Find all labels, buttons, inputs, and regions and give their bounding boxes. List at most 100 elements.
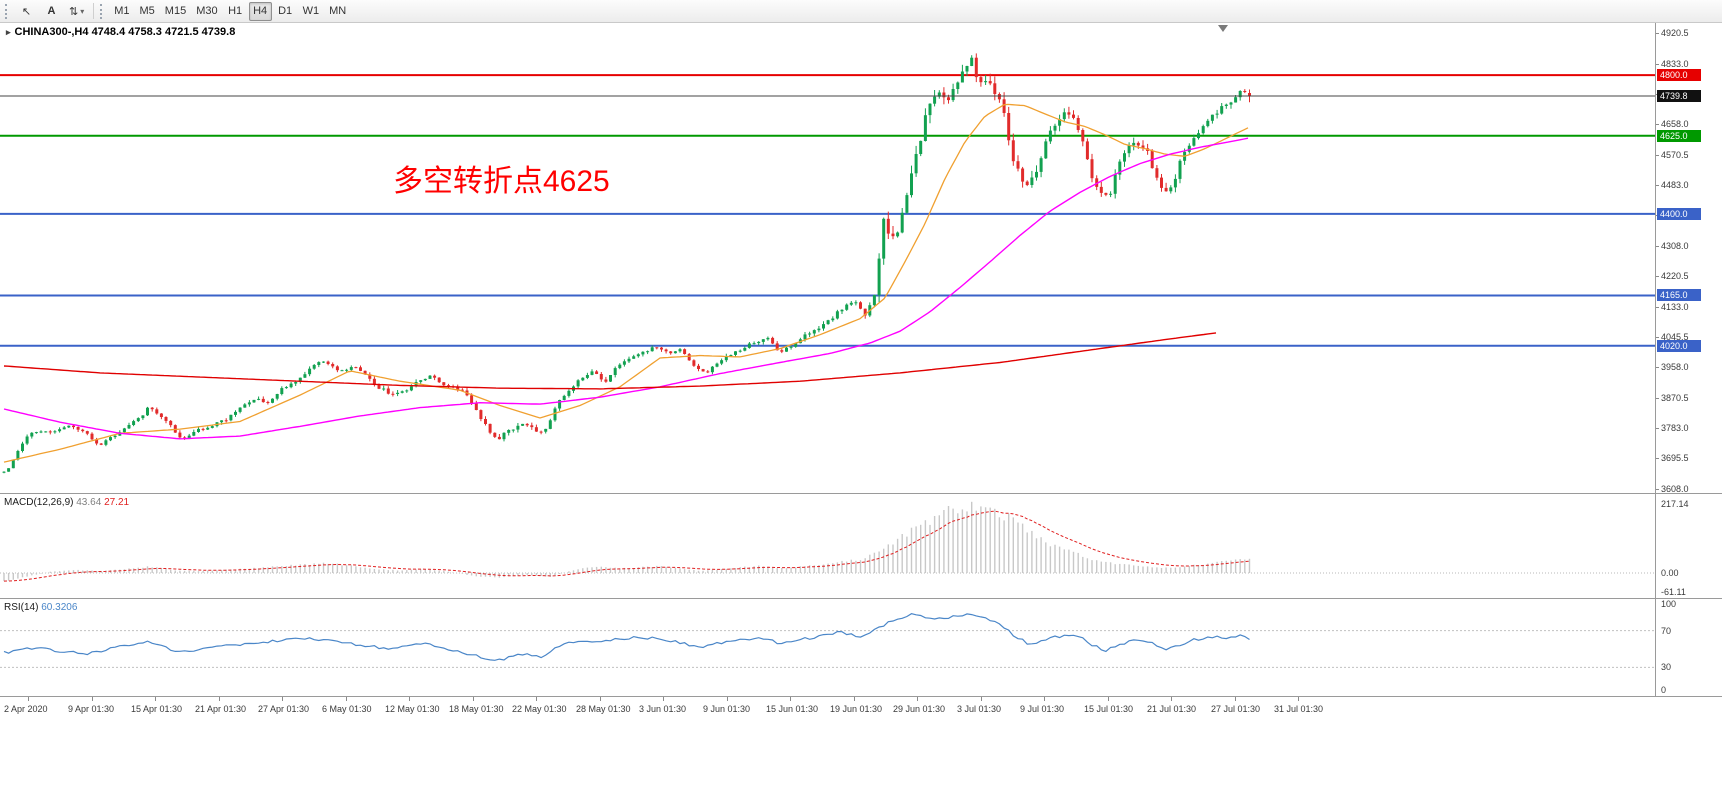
time-axis-tick bbox=[981, 697, 982, 701]
time-axis-label: 3 Jun 01:30 bbox=[639, 704, 687, 714]
chart-shift-marker-icon[interactable] bbox=[1218, 25, 1228, 32]
price-axis-tick bbox=[1656, 185, 1659, 186]
slow-ma-line bbox=[3, 332, 1217, 390]
time-axis-tick bbox=[1108, 697, 1109, 701]
time-axis-tick bbox=[346, 697, 347, 701]
price-axis-tick bbox=[1656, 398, 1659, 399]
price-axis-label: 3608.0 bbox=[1661, 484, 1689, 494]
main-chart-panel[interactable]: ▸ CHINA300-,H4 4748.4 4758.3 4721.5 4739.… bbox=[0, 23, 1722, 494]
price-axis-label: 4658.0 bbox=[1661, 119, 1689, 129]
price-axis-label: 3695.5 bbox=[1661, 453, 1689, 463]
rsi-label: RSI(14) 60.3206 bbox=[4, 602, 77, 613]
price-level-badge: 4400.0 bbox=[1657, 208, 1701, 220]
ohlc-values: 4748.4 4758.3 4721.5 4739.8 bbox=[91, 26, 236, 38]
time-axis-label: 31 Jul 01:30 bbox=[1274, 704, 1324, 714]
timeframe-button-d1[interactable]: D1 bbox=[274, 2, 297, 21]
time-axis-label: 27 Apr 01:30 bbox=[258, 704, 310, 714]
time-axis-tick bbox=[536, 697, 537, 701]
rsi-name: RSI(14) bbox=[4, 602, 39, 613]
mid-ma-line bbox=[3, 137, 1249, 440]
time-axis-tick bbox=[28, 697, 29, 701]
time-axis-label: 27 Jul 01:30 bbox=[1211, 704, 1261, 714]
timeframe-button-mn[interactable]: MN bbox=[325, 2, 350, 21]
time-axis-tick bbox=[1044, 697, 1045, 701]
price-axis-tick bbox=[1656, 458, 1659, 459]
price-axis-tick bbox=[1656, 337, 1659, 338]
time-axis[interactable]: 2 Apr 2020 9 Apr 01:30 15 Apr 01:30 21 Apr … bbox=[0, 697, 1722, 720]
price-level-badge: 4020.0 bbox=[1657, 340, 1701, 352]
time-axis-label: 15 Jul 01:30 bbox=[1084, 704, 1134, 714]
symbol-expander-icon[interactable]: ▸ bbox=[6, 27, 11, 37]
rsi-axis-label: 100 bbox=[1661, 599, 1677, 609]
timeframe-button-m30[interactable]: M30 bbox=[192, 2, 221, 21]
price-levels-icon: ⇅ bbox=[69, 5, 79, 18]
drawing-tools-group: ↖ A ⇅ ▾ bbox=[14, 2, 89, 21]
candlestick-series bbox=[2, 53, 1251, 474]
text-label-tool-button[interactable]: A bbox=[40, 2, 63, 21]
macd-chart-canvas[interactable] bbox=[0, 494, 1655, 598]
time-axis-label: 2 Apr 2020 bbox=[4, 704, 48, 714]
toolbar: ↖ A ⇅ ▾ M1 M5 M15 M30 H1 H4 D1 W1 MN bbox=[0, 0, 1722, 23]
time-axis-label: 3 Jul 01:30 bbox=[957, 704, 1002, 714]
time-axis-tick bbox=[1235, 697, 1236, 701]
macd-value-axis[interactable]: 217.14 0.00 -61.11 bbox=[1655, 494, 1722, 598]
timeframe-button-w1[interactable]: W1 bbox=[299, 2, 324, 21]
time-axis-label: 21 Jul 01:30 bbox=[1147, 704, 1197, 714]
price-axis-tick bbox=[1656, 367, 1659, 368]
macd-main-value: 43.64 bbox=[76, 497, 102, 508]
time-axis-label: 9 Jun 01:30 bbox=[703, 704, 751, 714]
chart-text-annotation[interactable]: 多空转折点4625 bbox=[393, 165, 610, 198]
time-axis-tick bbox=[663, 697, 664, 701]
time-axis-label: 6 May 01:30 bbox=[322, 704, 372, 714]
time-axis-label: 22 May 01:30 bbox=[512, 704, 567, 714]
timeframe-button-m1[interactable]: M1 bbox=[110, 2, 133, 21]
candlestick-chart-canvas[interactable] bbox=[0, 23, 1655, 493]
text-label-icon: A bbox=[47, 5, 56, 17]
timeframe-button-h1[interactable]: H1 bbox=[224, 2, 247, 21]
time-axis-label: 12 May 01:30 bbox=[385, 704, 440, 714]
price-axis-label: 3783.0 bbox=[1661, 423, 1689, 433]
price-axis-label: 4920.5 bbox=[1661, 28, 1689, 38]
time-axis-tick bbox=[854, 697, 855, 701]
rsi-axis-label: 70 bbox=[1661, 626, 1672, 636]
price-level-badge: 4800.0 bbox=[1657, 69, 1701, 81]
time-axis-tick bbox=[473, 697, 474, 701]
time-axis-tick bbox=[92, 697, 93, 701]
price-axis-label: 4483.0 bbox=[1661, 180, 1689, 190]
timeframe-button-group: M1 M5 M15 M30 H1 H4 D1 W1 MN bbox=[109, 1, 351, 21]
timeframe-button-m15[interactable]: M15 bbox=[161, 2, 190, 21]
price-axis[interactable]: 4920.54833.04745.54658.04570.54483.04395… bbox=[1655, 23, 1722, 494]
rsi-value-axis[interactable]: 100 70 30 0 bbox=[1655, 599, 1722, 696]
time-axis-label: 15 Apr 01:30 bbox=[131, 704, 183, 714]
price-axis-tick bbox=[1656, 33, 1659, 34]
timeframe-button-m5[interactable]: M5 bbox=[136, 2, 159, 21]
time-axis-tick bbox=[1171, 697, 1172, 701]
symbol-period-label: CHINA300-,H4 bbox=[14, 26, 89, 38]
horizontal-level-lines[interactable] bbox=[0, 74, 1655, 347]
toolbar-grip[interactable] bbox=[5, 3, 9, 19]
macd-indicator-panel[interactable]: MACD(12,26,9) 43.64 27.21 217.14 0.00 -61.… bbox=[0, 494, 1722, 599]
cursor-tool-button[interactable]: ↖ bbox=[15, 2, 38, 21]
toolbar-grip[interactable] bbox=[100, 3, 104, 19]
moving-average-lines bbox=[3, 103, 1249, 463]
macd-histogram bbox=[3, 501, 1251, 582]
macd-signal-line bbox=[3, 510, 1250, 582]
toolbar-separator bbox=[93, 3, 95, 19]
time-axis-label: 19 Jun 01:30 bbox=[830, 704, 883, 714]
price-axis-tick bbox=[1656, 307, 1659, 308]
rsi-axis-label: 0 bbox=[1661, 685, 1667, 695]
price-level-badge: 4165.0 bbox=[1657, 289, 1701, 301]
rsi-axis-label: 30 bbox=[1661, 662, 1672, 672]
price-axis-tick bbox=[1656, 428, 1659, 429]
rsi-chart-canvas[interactable] bbox=[0, 599, 1655, 696]
time-axis-label: 18 May 01:30 bbox=[449, 704, 504, 714]
rsi-indicator-panel[interactable]: RSI(14) 60.3206 100 70 30 0 bbox=[0, 599, 1722, 697]
rsi-value: 60.3206 bbox=[41, 602, 78, 613]
timeframe-button-h4[interactable]: H4 bbox=[248, 1, 272, 21]
macd-axis-label: -61.11 bbox=[1661, 587, 1686, 597]
dropdown-caret-icon: ▾ bbox=[80, 6, 85, 16]
price-levels-tool-button[interactable]: ⇅ ▾ bbox=[65, 2, 88, 21]
price-axis-label: 3958.0 bbox=[1661, 362, 1689, 372]
price-axis-tick bbox=[1656, 124, 1659, 125]
